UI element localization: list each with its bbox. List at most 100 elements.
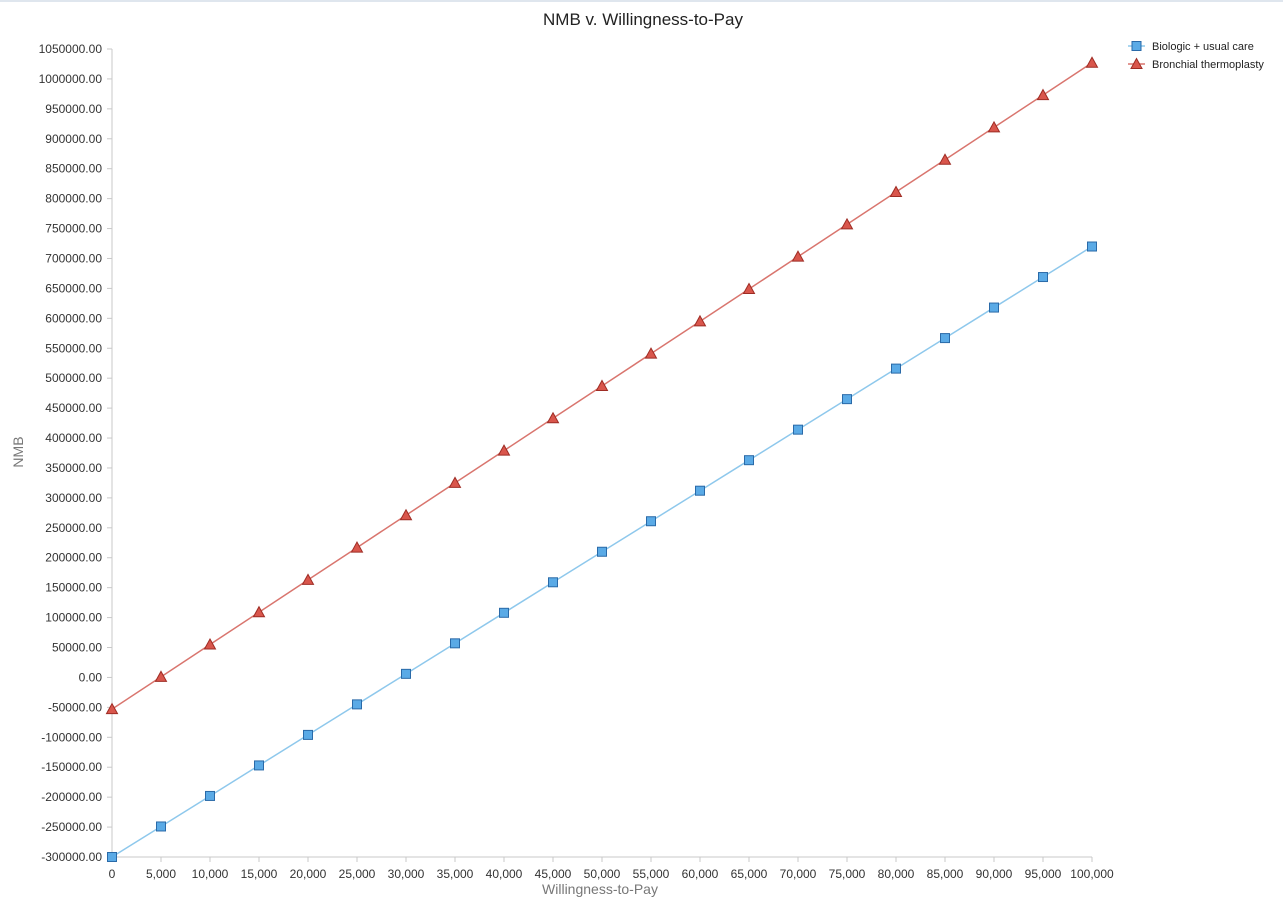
y-axis: 1050000.00 1000000.00 950000.00 900000.00 85… — [39, 42, 113, 864]
data-point — [448, 476, 462, 488]
x-axis: 0 5,000 10,000 15,000 20,000 25,000 30,000 35,0… — [109, 856, 1114, 881]
data-point — [548, 577, 558, 588]
x-tick-label: 20,000 — [290, 867, 327, 881]
x-tick-label: 65,000 — [731, 867, 768, 881]
data-point — [546, 411, 560, 424]
data-point — [352, 699, 362, 710]
x-tick-label: 35,000 — [437, 867, 474, 881]
y-tick-label: 500000.00 — [45, 371, 102, 385]
y-tick-label: -50000.00 — [48, 700, 102, 714]
data-point — [156, 821, 166, 832]
y-tick-label: -100000.00 — [41, 730, 102, 744]
data-point — [597, 546, 607, 557]
y-axis-label: NMB — [10, 436, 26, 467]
data-point — [940, 333, 950, 344]
data-point — [644, 347, 658, 359]
x-tick-label: 50,000 — [584, 867, 621, 881]
y-tick-label: 150000.00 — [45, 581, 102, 595]
data-point — [499, 607, 509, 618]
x-tick-label: 40,000 — [486, 867, 523, 881]
data-point — [693, 314, 707, 327]
data-point — [840, 217, 854, 230]
y-tick-label: 1050000.00 — [39, 42, 103, 56]
x-tick-label: 85,000 — [927, 867, 964, 881]
y-tick-label: 700000.00 — [45, 251, 102, 265]
data-point — [742, 282, 756, 295]
y-tick-label: 300000.00 — [45, 491, 102, 505]
y-tick-label: 950000.00 — [45, 102, 102, 116]
data-point — [154, 670, 168, 682]
y-tick-label: -200000.00 — [41, 790, 102, 804]
data-point — [450, 638, 460, 649]
data-point — [989, 302, 999, 313]
x-tick-label: 60,000 — [682, 867, 719, 881]
x-tick-label: 5,000 — [146, 867, 176, 881]
x-tick-label: 30,000 — [388, 867, 425, 881]
y-tick-label: 0.00 — [79, 670, 103, 684]
data-point — [791, 250, 805, 262]
y-tick-label: 350000.00 — [45, 461, 102, 475]
y-tick-label: 750000.00 — [45, 222, 102, 236]
data-point — [938, 153, 952, 165]
y-tick-label: 1000000.00 — [39, 72, 103, 86]
y-tick-label: 650000.00 — [45, 281, 102, 295]
legend-label: Bronchial thermoplasty — [1152, 59, 1264, 71]
legend-item[interactable]: Bronchial thermoplasty — [1128, 57, 1264, 72]
data-point — [399, 508, 413, 521]
data-point — [987, 120, 1001, 133]
y-tick-label: 100000.00 — [45, 611, 102, 625]
data-point — [203, 637, 217, 650]
y-tick-label: 850000.00 — [45, 162, 102, 176]
x-tick-label: 45,000 — [535, 867, 572, 881]
data-point — [252, 605, 266, 618]
data-point — [301, 573, 315, 585]
data-point — [254, 760, 264, 771]
legend[interactable]: Biologic + usual care Bronchial thermopla… — [1128, 41, 1264, 71]
x-axis-label: Willingness-to-Pay — [542, 881, 658, 897]
data-point — [891, 363, 901, 374]
y-tick-label: 200000.00 — [45, 551, 102, 565]
x-tick-label: 100,000 — [1070, 867, 1114, 881]
data-point — [497, 444, 511, 456]
legend-marker — [1131, 41, 1142, 51]
data-point — [744, 455, 754, 466]
x-tick-label: 55,000 — [633, 867, 670, 881]
data-point — [205, 790, 215, 801]
y-tick-label: -150000.00 — [41, 760, 102, 774]
y-tick-label: 400000.00 — [45, 431, 102, 445]
y-tick-label: -250000.00 — [41, 820, 102, 834]
x-tick-label: 10,000 — [192, 867, 229, 881]
series-biologic-usual-care — [107, 241, 1097, 862]
data-point — [303, 729, 313, 740]
y-tick-label: 50000.00 — [52, 641, 102, 655]
data-point — [401, 668, 411, 679]
data-point — [695, 485, 705, 496]
data-point — [1087, 241, 1097, 252]
x-tick-label: 75,000 — [829, 867, 866, 881]
y-tick-label: 450000.00 — [45, 401, 102, 415]
chart-title: NMB v. Willingness-to-Pay — [543, 10, 743, 29]
x-tick-label: 95,000 — [1025, 867, 1062, 881]
data-point — [1036, 88, 1050, 101]
series-bronchial-thermoplasty — [105, 56, 1099, 715]
legend-marker — [1130, 57, 1143, 69]
series-layer — [105, 56, 1099, 862]
x-tick-label: 80,000 — [878, 867, 915, 881]
y-tick-label: 250000.00 — [45, 521, 102, 535]
x-tick-label: 90,000 — [976, 867, 1013, 881]
data-point — [350, 541, 364, 553]
data-point — [1085, 56, 1099, 68]
x-tick-label: 0 — [109, 867, 116, 881]
legend-label: Biologic + usual care — [1152, 41, 1254, 53]
data-point — [1038, 272, 1048, 283]
data-point — [842, 394, 852, 405]
x-tick-label: 25,000 — [339, 867, 376, 881]
x-tick-label: 70,000 — [780, 867, 817, 881]
x-tick-label: 15,000 — [241, 867, 278, 881]
y-tick-label: -300000.00 — [41, 850, 102, 864]
top-border — [0, 0, 1283, 2]
data-point — [595, 379, 609, 391]
data-point — [107, 852, 117, 862]
legend-item[interactable]: Biologic + usual care — [1128, 41, 1254, 53]
